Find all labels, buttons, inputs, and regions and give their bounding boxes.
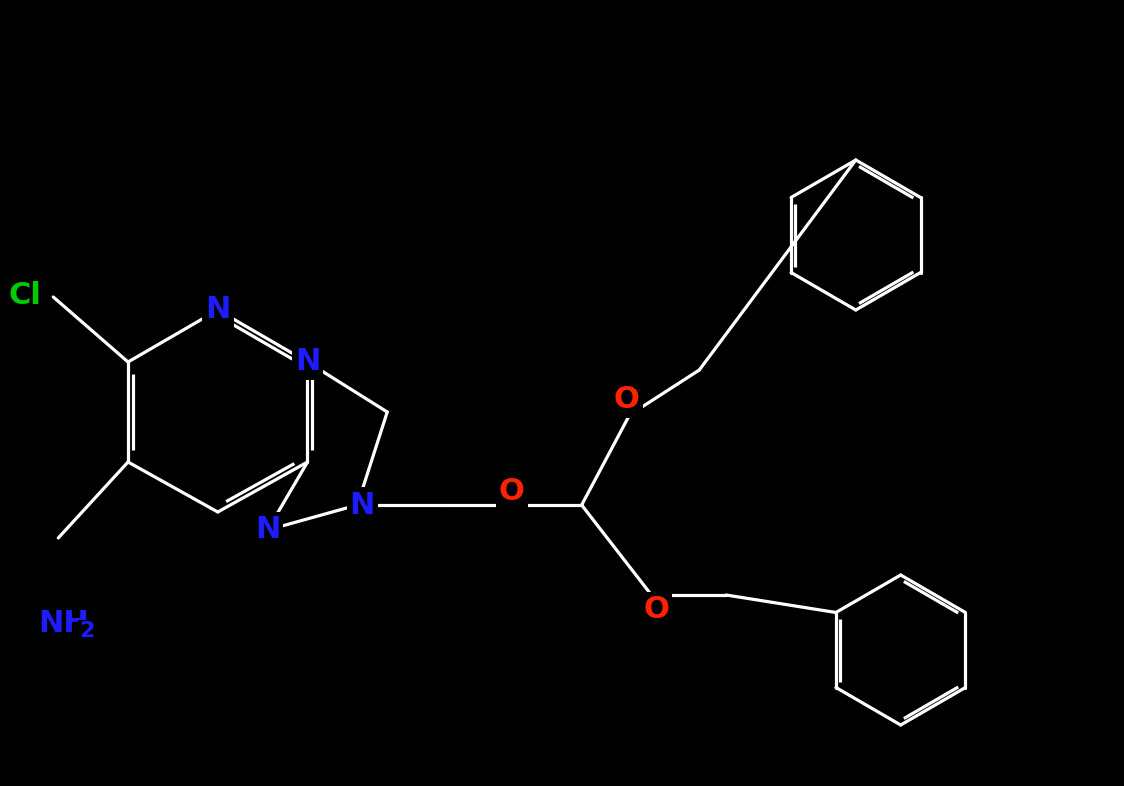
Text: N: N [205, 296, 230, 325]
Text: NH: NH [38, 608, 89, 637]
Text: N: N [205, 296, 230, 325]
Text: O: O [644, 596, 670, 625]
Text: O: O [499, 478, 525, 506]
Text: N: N [350, 490, 375, 520]
Text: Cl: Cl [9, 281, 42, 310]
Text: O: O [614, 385, 640, 414]
Text: N: N [294, 347, 320, 376]
Text: 2: 2 [80, 621, 94, 641]
Text: N: N [255, 516, 280, 545]
